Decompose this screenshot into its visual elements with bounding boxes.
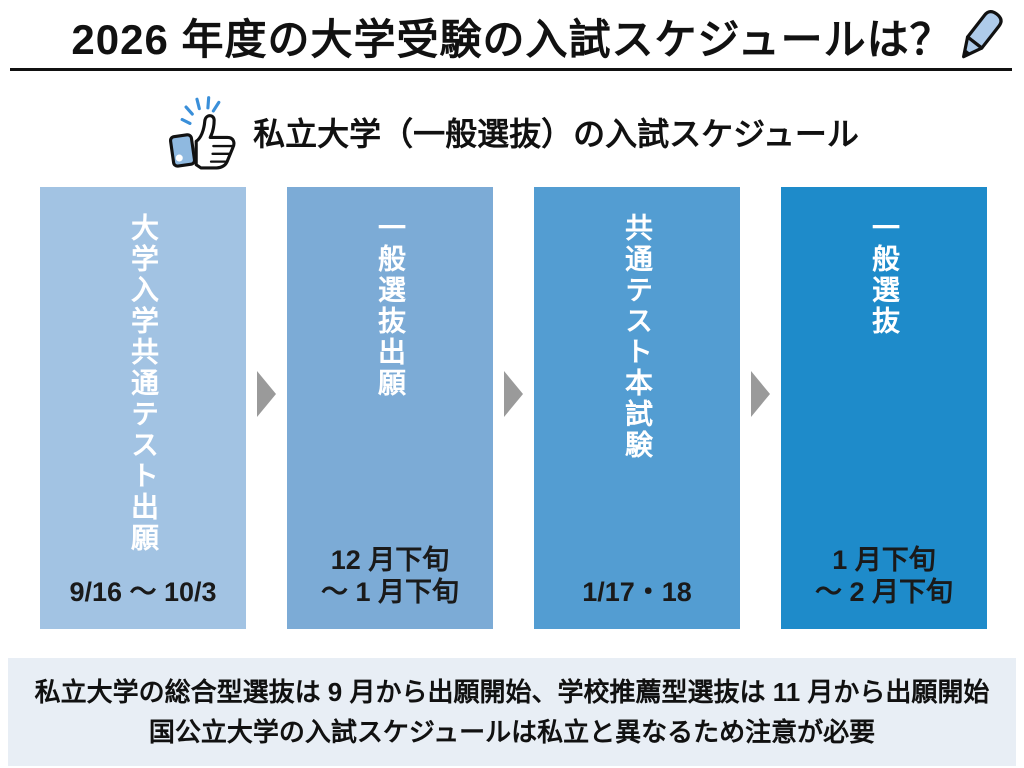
step-date-line: 1 月下旬	[832, 545, 936, 576]
arrow-right-icon	[751, 371, 770, 417]
timeline-step-4: 一般選抜 1 月下旬 ～ 2 月下旬	[781, 187, 987, 629]
footer-line-1: 私立大学の総合型選抜は 9 月から出願開始、学校推薦型選抜は 11 月から出願開…	[34, 677, 990, 707]
thumbs-up-icon	[169, 96, 236, 170]
step-date-line: 9/16 ～ 10/3	[69, 577, 217, 608]
step-date-line: ～ 2 月下旬	[814, 577, 954, 608]
footer-line-2: 国公立大学の入試スケジュールは私立と異なるため注意が必要	[148, 717, 876, 747]
subtitle-text: 私立大学（一般選抜）の入試スケジュール	[253, 116, 859, 152]
step-date: 1 月下旬 ～ 2 月下旬	[815, 545, 953, 609]
subtitle-row: 私立大学（一般選抜）の入試スケジュール	[0, 90, 1024, 174]
footer-note: 私立大学の総合型選抜は 9 月から出願開始、学校推薦型選抜は 11 月から出願開…	[8, 658, 1016, 766]
finger-lines	[209, 144, 234, 163]
timeline-step-3: 共通テスト本試験 1/17・18	[534, 187, 740, 629]
step-date: 1/17・18	[582, 577, 692, 609]
step-label: 一般選抜出願	[375, 213, 406, 399]
step-label: 一般選抜	[869, 213, 900, 337]
pencil-icon	[962, 9, 1003, 59]
step-date-line: 1/17・18	[582, 577, 692, 608]
timeline-step-1: 大学入学共通テスト出願 9/16 ～ 10/3	[40, 187, 246, 629]
sparkle-lines	[180, 96, 221, 125]
sleeve	[169, 133, 197, 168]
step-label: 大学入学共通テスト出願	[128, 213, 159, 554]
arrow-right-icon	[257, 371, 276, 417]
step-date: 12 月下旬 ～ 1 月下旬	[321, 545, 459, 609]
timeline-step-2: 一般選抜出願 12 月下旬 ～ 1 月下旬	[287, 187, 493, 629]
page-title: 2026 年度の大学受験の入試スケジュールは？	[71, 15, 953, 63]
step-date: 9/16 ～ 10/3	[69, 577, 216, 609]
step-date-line: 12 月下旬	[330, 545, 450, 576]
title-underline	[10, 68, 1012, 71]
step-label: 共通テスト本試験	[622, 213, 653, 461]
thumb-hand	[194, 114, 236, 170]
arrow-right-icon	[504, 371, 523, 417]
step-date-line: ～ 1 月下旬	[320, 577, 460, 608]
